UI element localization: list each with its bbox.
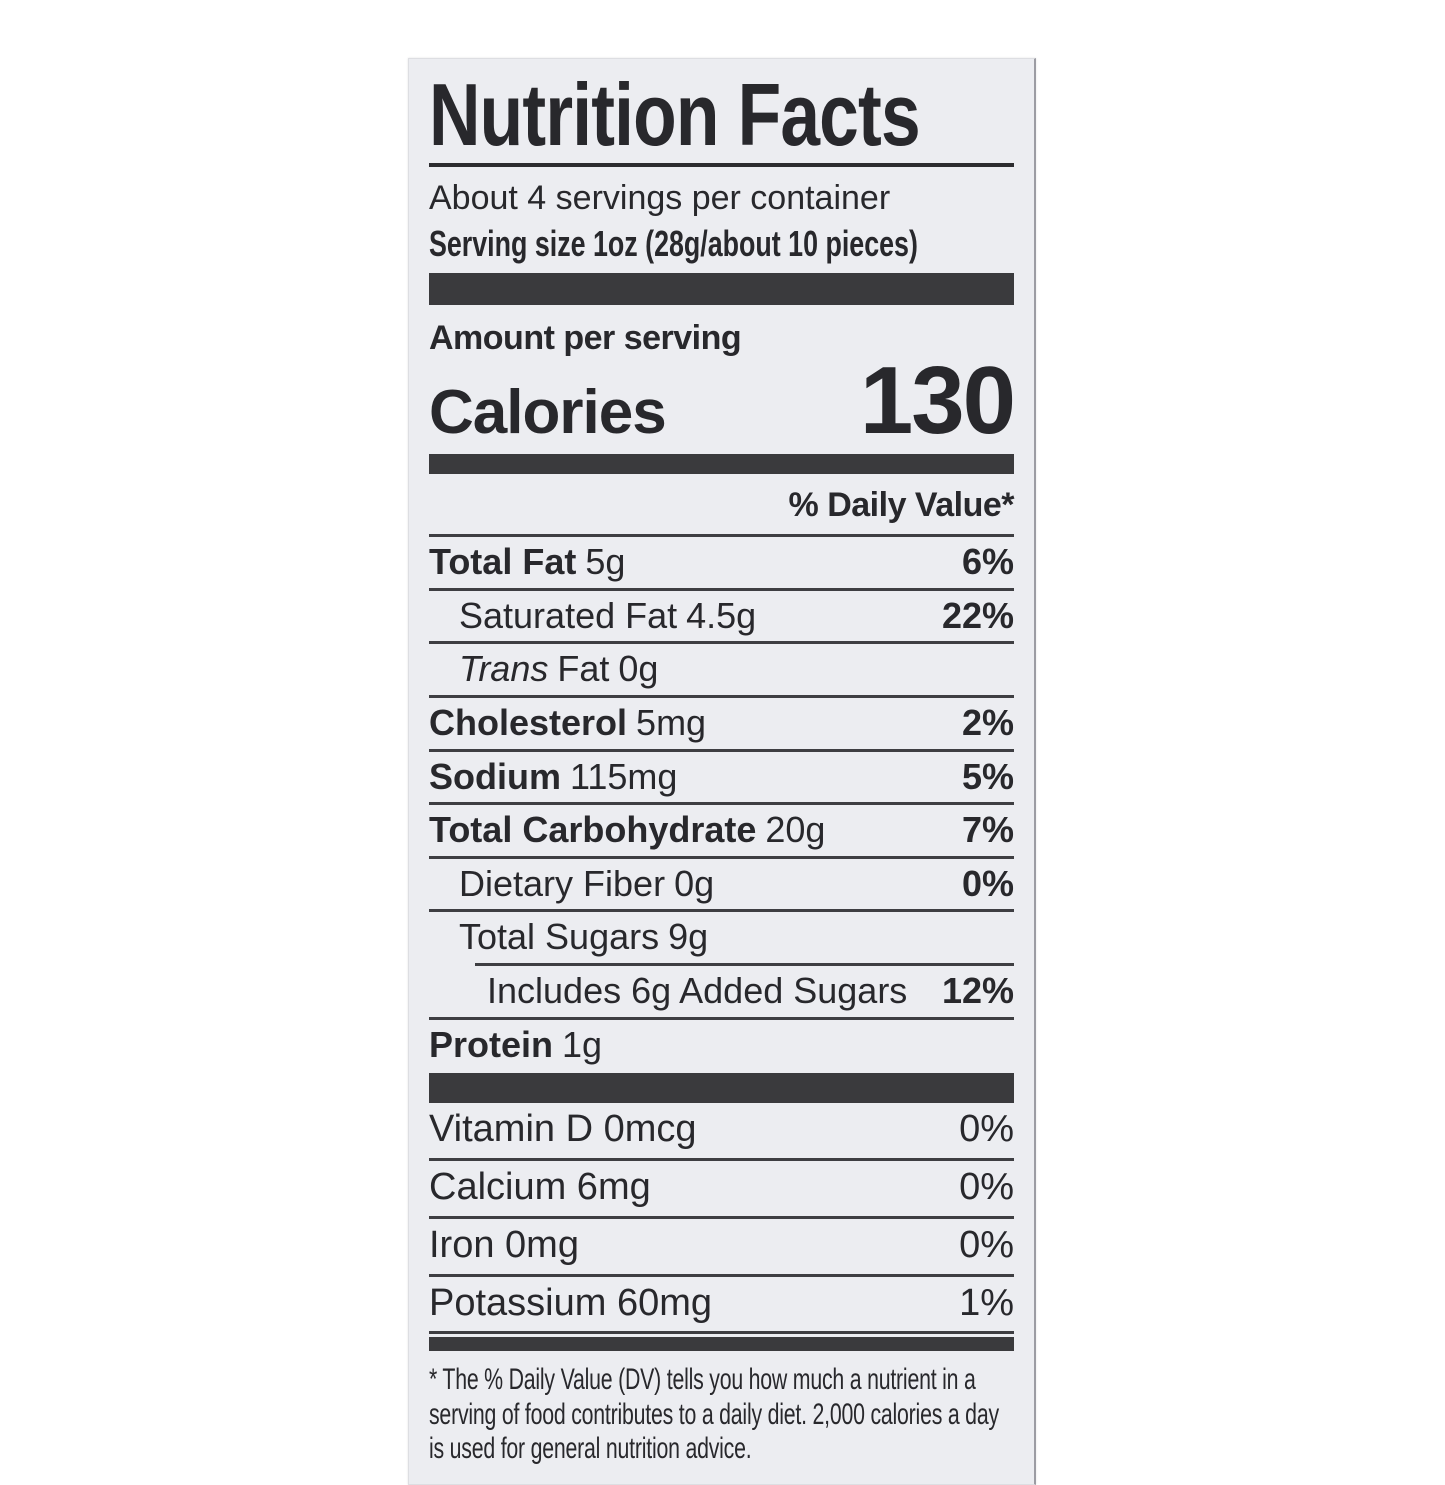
nutrient-dv: 0% bbox=[961, 862, 1014, 904]
nutrient-name-amount: Total Fat 5g bbox=[429, 542, 625, 582]
nutrient-name: Dietary Fiber bbox=[459, 862, 666, 904]
nutrient-name-amount: Saturated Fat 4.5g bbox=[459, 596, 756, 636]
nutrient-name-amount: Total Sugars 9g bbox=[459, 917, 708, 957]
nutrient-name-amount: Trans Fat 0g bbox=[459, 649, 658, 689]
servings-per-container: About 4 servings per container bbox=[429, 178, 891, 217]
vitamin-dv: 0% bbox=[959, 1166, 1014, 1209]
nutrient-name-amount: Total Carbohydrate 20g bbox=[429, 810, 825, 850]
calories-label: Calories bbox=[429, 378, 667, 448]
nutrient-row-protein: Protein 1g bbox=[429, 1020, 1014, 1071]
label-title: Nutrition Facts bbox=[429, 65, 921, 164]
nutrient-amount: 1g bbox=[562, 1023, 603, 1065]
nutrient-amount: 4.5g bbox=[686, 594, 757, 636]
nutrient-dv: 2% bbox=[961, 702, 1014, 744]
calories-row: Calories 130 bbox=[429, 347, 1016, 455]
nutrient-name-italic: Trans bbox=[459, 648, 549, 690]
vitamin-name: Iron 0mg bbox=[429, 1223, 579, 1266]
vitamin-name: Calcium 6mg bbox=[429, 1166, 651, 1209]
nutrient-amount: 115mg bbox=[570, 755, 678, 797]
nutrient-name-amount: Sodium 115mg bbox=[429, 755, 678, 797]
nutrient-dv: 12% bbox=[941, 970, 1014, 1012]
calories-value: 130 bbox=[859, 347, 1016, 455]
nutrient-name: Total Carbohydrate bbox=[429, 809, 757, 851]
nutrient-name-amount: Dietary Fiber 0g bbox=[459, 864, 714, 904]
daily-value-header: % Daily Value* bbox=[429, 474, 1015, 538]
nutrient-amount: 0g bbox=[674, 862, 715, 904]
thick-divider-top bbox=[429, 273, 1014, 306]
nutrient-name: Protein bbox=[429, 1023, 554, 1065]
nutrient-row-trans-fat: Trans Fat 0g bbox=[429, 644, 1014, 699]
nutrient-row-total-carbohydrate: Total Carbohydrate 20g 7% bbox=[429, 805, 1014, 859]
nutrient-row-added-sugars: Includes 6g Added Sugars 12% bbox=[429, 966, 1014, 1020]
nutrient-name-amount: Protein 1g bbox=[429, 1023, 603, 1065]
nutrient-row-total-sugars: Total Sugars 9g bbox=[429, 912, 1014, 963]
nutrient-row-total-fat: Total Fat 5g 6% bbox=[429, 537, 1014, 591]
nutrient-name: Sodium bbox=[429, 755, 561, 797]
vitamin-name: Vitamin D 0mcg bbox=[429, 1108, 697, 1151]
nutrient-name-amount: Cholesterol 5mg bbox=[429, 703, 706, 743]
indented-separator bbox=[475, 963, 1014, 967]
nutrient-name: Total Fat bbox=[429, 541, 577, 583]
thin-divider-footnote bbox=[429, 1337, 1014, 1352]
nutrient-name: Includes 6g Added Sugars bbox=[487, 970, 908, 1012]
footnote: * The % Daily Value (DV) tells you how m… bbox=[429, 1363, 999, 1465]
nutrient-amount: 5g bbox=[585, 541, 626, 583]
nutrient-name: Saturated Fat bbox=[459, 594, 678, 636]
vitamin-row-potassium: Potassium 60mg 1% bbox=[429, 1277, 1014, 1335]
vitamin-dv: 0% bbox=[959, 1223, 1014, 1266]
nutrient-row-sodium: Sodium 115mg 5% bbox=[429, 752, 1014, 806]
vitamin-row-iron: Iron 0mg 0% bbox=[429, 1219, 1014, 1277]
nutrient-name: Fat bbox=[557, 648, 610, 690]
nutrient-amount: 5mg bbox=[636, 702, 707, 744]
nutrient-row-saturated-fat: Saturated Fat 4.5g 22% bbox=[429, 591, 1014, 645]
vitamin-dv: 0% bbox=[959, 1108, 1014, 1151]
nutrient-dv: 7% bbox=[961, 809, 1014, 851]
vitamin-row-vitamin-d: Vitamin D 0mcg 0% bbox=[429, 1103, 1014, 1162]
nutrient-dv: 22% bbox=[941, 594, 1014, 636]
nutrient-dv: 5% bbox=[961, 755, 1014, 797]
thick-divider-vitamins bbox=[429, 1073, 1014, 1104]
nutrient-name: Cholesterol bbox=[429, 702, 628, 744]
nutrient-amount: 9g bbox=[668, 916, 709, 958]
vitamin-row-calcium: Calcium 6mg 0% bbox=[429, 1161, 1014, 1219]
nutrient-row-dietary-fiber: Dietary Fiber 0g 0% bbox=[429, 859, 1014, 913]
nutrient-amount: 0g bbox=[618, 648, 659, 690]
amount-per-serving-label: Amount per serving bbox=[429, 319, 742, 358]
medium-divider-calories bbox=[429, 454, 1014, 475]
serving-size-line: Serving size 1oz (28g/about 10 pieces) bbox=[429, 222, 918, 264]
nutrient-dv: 6% bbox=[961, 541, 1014, 583]
label-title-block: Nutrition Facts bbox=[429, 65, 1014, 167]
nutrient-amount: 20g bbox=[765, 809, 826, 851]
vitamin-name: Potassium 60mg bbox=[429, 1281, 713, 1324]
nutrition-label: Nutrition Facts About 4 servings per con… bbox=[408, 58, 1036, 1485]
nutrient-name: Total Sugars bbox=[459, 916, 660, 958]
nutrient-row-cholesterol: Cholesterol 5mg 2% bbox=[429, 698, 1014, 752]
vitamin-dv: 1% bbox=[959, 1281, 1014, 1324]
